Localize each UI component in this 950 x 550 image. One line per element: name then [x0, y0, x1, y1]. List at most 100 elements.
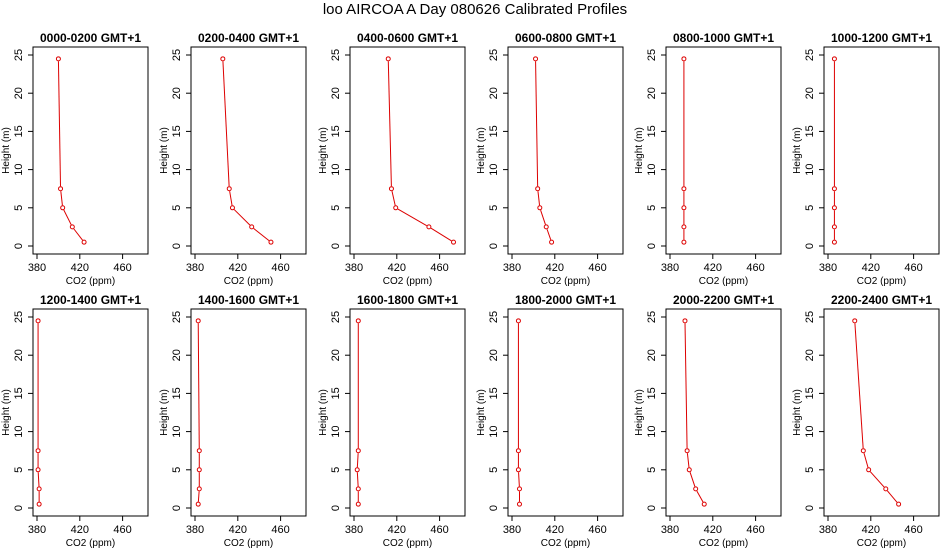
data-point	[852, 318, 858, 324]
y-tick-label: 5	[646, 205, 658, 211]
y-tick-label: 20	[646, 87, 658, 99]
data-point	[355, 486, 361, 492]
plot-frame	[32, 308, 149, 517]
x-axis-label: CO2 (ppm)	[699, 538, 748, 549]
profile-segment	[518, 472, 520, 487]
y-tick-label: 5	[804, 467, 816, 473]
panel-title: 0400-0600 GMT+1	[357, 31, 458, 45]
data-point	[354, 467, 360, 473]
profile-segment	[863, 452, 869, 468]
data-point	[426, 224, 432, 230]
y-tick-label: 0	[646, 505, 658, 511]
y-tick-label: 10	[646, 163, 658, 175]
y-tick-label: 5	[804, 205, 816, 211]
y-tick-label: 25	[804, 311, 816, 323]
y-tick-label: 15	[13, 125, 25, 137]
profile-segment	[689, 472, 696, 487]
y-tick-label: 0	[13, 243, 25, 249]
y-tick-label: 5	[13, 205, 25, 211]
y-tick-label: 0	[330, 505, 342, 511]
y-tick-label: 25	[13, 49, 25, 61]
data-point	[686, 467, 692, 473]
x-tick-label: 420	[862, 262, 880, 274]
data-point	[831, 186, 837, 192]
x-axis-label: CO2 (ppm)	[383, 538, 432, 549]
profile-segment	[430, 227, 452, 242]
profile-segment	[887, 490, 898, 503]
y-axis-label: Height (m)	[476, 127, 487, 174]
y-tick-label: 15	[804, 387, 816, 399]
x-tick-label: 420	[546, 524, 564, 536]
plot-frame	[823, 308, 940, 517]
y-tick-label: 5	[488, 205, 500, 211]
x-tick-label: 380	[345, 262, 363, 274]
data-point	[195, 501, 201, 507]
y-tick-label: 15	[488, 387, 500, 399]
data-point	[883, 486, 889, 492]
x-axis-label: CO2 (ppm)	[857, 276, 906, 287]
data-point	[388, 186, 394, 192]
data-point	[81, 239, 87, 245]
y-tick-label: 25	[646, 49, 658, 61]
panel-title: 1400-1600 GMT+1	[198, 293, 299, 307]
data-point	[701, 501, 707, 507]
data-point	[196, 467, 202, 473]
data-point	[681, 224, 687, 230]
panel-title: 0600-0800 GMT+1	[515, 31, 616, 45]
y-tick-label: 0	[488, 243, 500, 249]
y-axis-label: Height (m)	[1, 127, 12, 174]
y-tick-label: 25	[488, 49, 500, 61]
x-tick-label: 460	[746, 524, 764, 536]
data-point	[195, 318, 201, 324]
profile-panel-4: 0600-0800 GMT+1 380 420 460 CO2 (ppm) 0 5 10 15 2…	[476, 31, 624, 287]
y-tick-label: 20	[488, 87, 500, 99]
y-axis-label: Height (m)	[1, 389, 12, 436]
y-tick-label: 20	[804, 87, 816, 99]
x-axis-label: CO2 (ppm)	[857, 538, 906, 549]
profile-segment	[535, 61, 539, 187]
data-point	[36, 486, 42, 492]
plot-frame	[665, 46, 782, 255]
profile-panel-8: 1400-1600 GMT+1 380 420 460 CO2 (ppm) 0 5 10 15 2…	[159, 293, 307, 549]
x-axis-label: CO2 (ppm)	[224, 276, 273, 287]
x-tick-label: 380	[819, 524, 837, 536]
data-point	[35, 318, 41, 324]
profile-segment	[197, 323, 200, 449]
x-tick-label: 380	[503, 262, 521, 274]
data-point	[268, 239, 274, 245]
y-tick-label: 20	[488, 349, 500, 361]
y-tick-label: 0	[171, 243, 183, 249]
x-tick-label: 380	[186, 524, 204, 536]
y-tick-label: 25	[330, 311, 342, 323]
y-tick-label: 10	[646, 425, 658, 437]
y-tick-label: 15	[804, 125, 816, 137]
y-tick-label: 15	[330, 125, 342, 137]
data-point	[533, 56, 539, 62]
y-tick-label: 0	[646, 243, 658, 249]
data-point	[693, 486, 699, 492]
profile-segment	[229, 191, 233, 206]
y-tick-label: 0	[804, 243, 816, 249]
y-tick-label: 25	[171, 311, 183, 323]
data-point	[229, 205, 235, 211]
profile-segment	[253, 228, 270, 242]
y-tick-label: 15	[330, 387, 342, 399]
y-axis-label: Height (m)	[159, 389, 170, 436]
data-point	[681, 239, 687, 245]
x-axis-label: CO2 (ppm)	[224, 538, 273, 549]
data-point	[831, 239, 837, 245]
y-tick-label: 10	[488, 163, 500, 175]
data-point	[681, 56, 687, 62]
x-tick-label: 420	[229, 262, 247, 274]
data-point	[69, 224, 75, 230]
profile-panel-11: 2000-2200 GMT+1 380 420 460 CO2 (ppm) 0 5 10 15 2…	[634, 293, 782, 549]
plot-frame	[823, 46, 940, 255]
panel-title: 0800-1000 GMT+1	[673, 31, 774, 45]
profile-segment	[391, 191, 396, 206]
x-tick-label: 420	[229, 524, 247, 536]
plot-frame	[349, 308, 466, 517]
x-tick-label: 460	[113, 262, 131, 274]
y-tick-label: 15	[488, 125, 500, 137]
data-point	[515, 448, 521, 454]
